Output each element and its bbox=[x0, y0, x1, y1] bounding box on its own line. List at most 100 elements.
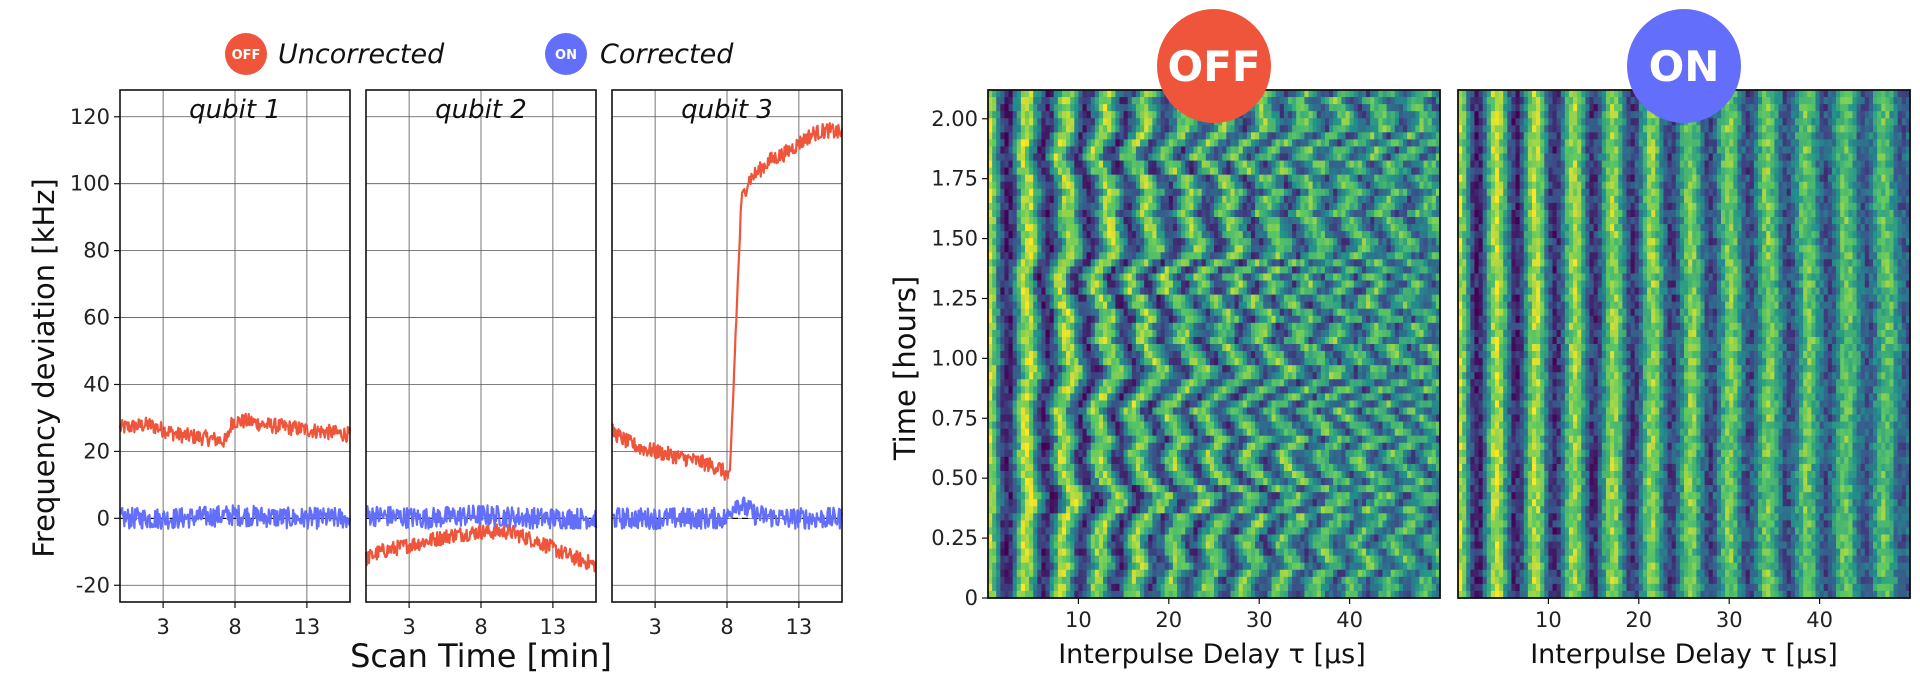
heatmap-cell bbox=[1070, 97, 1075, 105]
heatmap-cell bbox=[1123, 125, 1129, 133]
heatmap-cell bbox=[1000, 372, 1006, 380]
heatmap-cell bbox=[1107, 97, 1112, 105]
heatmap-cell bbox=[1407, 181, 1412, 190]
heatmap-cell bbox=[992, 160, 997, 169]
heatmap-cell bbox=[1398, 315, 1404, 324]
heatmap-cell bbox=[1382, 365, 1388, 373]
heatmap-cell bbox=[1234, 231, 1240, 239]
heatmap-cell bbox=[1250, 393, 1256, 402]
heatmap-cell bbox=[1197, 329, 1203, 338]
heatmap-cell bbox=[1427, 238, 1433, 246]
heatmap-cell bbox=[1349, 104, 1355, 112]
heatmap-cell bbox=[1209, 139, 1215, 148]
heatmap-cell bbox=[1119, 181, 1125, 190]
heatmap-cell bbox=[1403, 336, 1408, 345]
heatmap-cell bbox=[1316, 365, 1322, 373]
heatmap-cell bbox=[1209, 181, 1215, 190]
heatmap-cell bbox=[1189, 125, 1195, 133]
heatmap-cell bbox=[1107, 351, 1112, 359]
heatmap-cell bbox=[1177, 294, 1182, 303]
heatmap-cell bbox=[1078, 174, 1084, 183]
heatmap-cell bbox=[1431, 294, 1437, 303]
heatmap-cell bbox=[1053, 273, 1059, 282]
heatmap-cell bbox=[1127, 287, 1133, 296]
heatmap-cell bbox=[1361, 259, 1367, 267]
heatmap-cell bbox=[1082, 245, 1088, 253]
heatmap-cell bbox=[1411, 132, 1416, 140]
heatmap-cell bbox=[1329, 372, 1334, 380]
heatmap-cell bbox=[1070, 351, 1075, 359]
heatmap-cell bbox=[1292, 245, 1297, 253]
heatmap-cell bbox=[1144, 386, 1149, 394]
heatmap-cell bbox=[1431, 372, 1437, 380]
heatmap-cell bbox=[1053, 400, 1059, 409]
heatmap-cell bbox=[1386, 329, 1392, 338]
heatmap-cell bbox=[996, 287, 1001, 296]
heatmap-cell bbox=[1004, 167, 1010, 176]
heatmap-cell bbox=[1086, 315, 1092, 324]
heatmap-cell bbox=[1398, 217, 1404, 225]
heatmap-cell bbox=[1094, 266, 1100, 275]
heatmap-cell bbox=[1123, 174, 1129, 183]
heatmap-cell bbox=[1250, 365, 1256, 373]
heatmap-cell bbox=[1238, 202, 1244, 211]
heatmap-cell bbox=[1407, 336, 1412, 345]
heatmap-cell bbox=[1263, 280, 1269, 289]
heatmap-cell bbox=[1061, 97, 1067, 105]
heatmap-cell bbox=[1361, 280, 1367, 289]
heatmap-cell bbox=[1304, 322, 1310, 331]
heatmap-cell bbox=[1049, 174, 1055, 183]
heatmap-cell bbox=[1259, 118, 1264, 126]
heatmap-cell bbox=[1172, 386, 1178, 394]
heatmap-cell bbox=[1255, 365, 1260, 373]
heatmap-cell bbox=[1107, 336, 1112, 345]
heatmap-cell bbox=[1287, 252, 1293, 260]
heatmap-cell bbox=[1250, 266, 1256, 275]
heatmap-cell bbox=[1403, 139, 1408, 148]
heatmap-cell bbox=[1172, 160, 1178, 169]
heatmap-cell bbox=[1045, 174, 1051, 183]
heatmap-cell bbox=[1312, 393, 1318, 402]
heatmap-cell bbox=[1222, 259, 1227, 267]
heatmap-cell bbox=[1366, 329, 1371, 338]
heatmap-cell bbox=[1361, 322, 1367, 331]
heatmap-cell bbox=[1255, 238, 1260, 246]
heatmap-cell bbox=[1033, 217, 1038, 225]
heatmap-cell bbox=[1386, 195, 1392, 204]
heatmap-cell bbox=[1283, 322, 1289, 331]
heatmap-cell bbox=[1197, 217, 1203, 225]
heatmap-cell bbox=[1415, 266, 1421, 275]
heatmap-cell bbox=[1111, 294, 1116, 303]
heatmap-cell bbox=[1103, 160, 1108, 169]
heatmap-cell bbox=[1086, 393, 1092, 402]
heatmap-cell bbox=[1349, 224, 1355, 232]
heatmap-cell bbox=[1403, 209, 1408, 218]
heatmap-cell bbox=[1078, 386, 1084, 394]
heatmap-cell bbox=[1292, 372, 1297, 380]
heatmap-cell bbox=[1086, 195, 1092, 204]
heatmap-cell bbox=[1242, 125, 1248, 133]
heatmap-cell bbox=[1189, 252, 1195, 260]
heatmap-cell bbox=[1061, 132, 1067, 140]
heatmap-cell bbox=[1382, 104, 1388, 112]
heatmap-cell bbox=[1111, 287, 1116, 296]
heatmap-cell bbox=[1366, 238, 1371, 246]
heatmap-cell bbox=[1250, 308, 1256, 317]
heatmap-cell bbox=[1144, 146, 1149, 155]
heatmap-cell bbox=[996, 294, 1001, 303]
heatmap-cell bbox=[1398, 287, 1404, 296]
heatmap-cell bbox=[1296, 379, 1301, 387]
heatmap-cell bbox=[1320, 224, 1326, 232]
heatmap-cell bbox=[1403, 259, 1408, 267]
heatmap-cell bbox=[1403, 280, 1408, 289]
heatmap-cell bbox=[1057, 118, 1063, 126]
heatmap-cell bbox=[1337, 146, 1342, 155]
heatmap-cell bbox=[1357, 97, 1363, 105]
heatmap-cell bbox=[1029, 139, 1034, 148]
heatmap-cell bbox=[1366, 153, 1371, 162]
heatmap-cell bbox=[1115, 217, 1121, 225]
heatmap-cell bbox=[1078, 97, 1084, 105]
heatmap-cell bbox=[1057, 153, 1063, 162]
heatmap-cell bbox=[1115, 372, 1121, 380]
heatmap-cell bbox=[1275, 139, 1281, 148]
